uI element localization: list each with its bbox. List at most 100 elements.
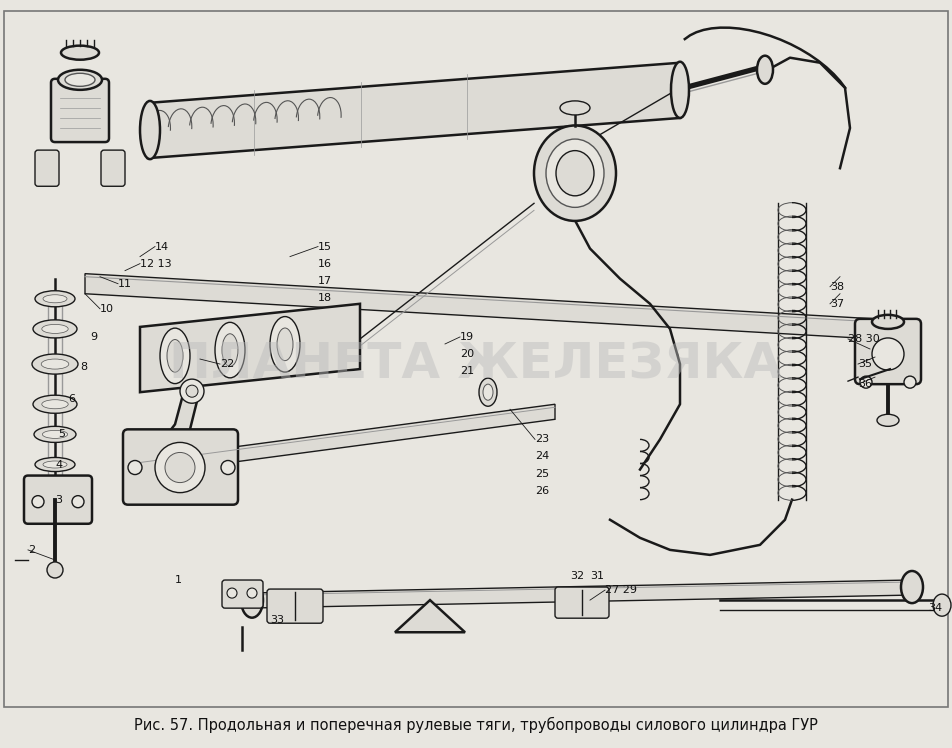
Text: 19: 19 [460, 332, 474, 342]
Circle shape [128, 461, 142, 474]
Text: 24: 24 [535, 452, 549, 462]
Ellipse shape [215, 322, 245, 378]
FancyBboxPatch shape [267, 589, 323, 623]
Ellipse shape [34, 426, 76, 442]
Text: 14: 14 [155, 242, 169, 251]
Polygon shape [245, 580, 910, 608]
Ellipse shape [43, 295, 67, 303]
Text: 38: 38 [830, 282, 844, 292]
Ellipse shape [42, 325, 69, 334]
Circle shape [72, 496, 84, 508]
Polygon shape [85, 274, 875, 339]
Text: 8: 8 [80, 362, 88, 372]
Circle shape [180, 379, 204, 403]
Circle shape [165, 453, 195, 482]
Circle shape [227, 588, 237, 598]
Text: 16: 16 [318, 259, 332, 269]
Text: 3: 3 [55, 494, 62, 505]
Text: 27 29: 27 29 [605, 585, 637, 595]
Ellipse shape [65, 73, 95, 86]
Ellipse shape [534, 126, 616, 221]
Polygon shape [140, 404, 555, 474]
Ellipse shape [877, 414, 899, 426]
Ellipse shape [33, 395, 77, 414]
Circle shape [221, 461, 235, 474]
Ellipse shape [167, 340, 183, 373]
Ellipse shape [241, 583, 263, 618]
Text: 20: 20 [460, 349, 474, 359]
Ellipse shape [757, 55, 773, 84]
FancyBboxPatch shape [35, 150, 59, 186]
Text: 2: 2 [28, 545, 35, 555]
Text: 11: 11 [118, 279, 132, 289]
FancyBboxPatch shape [51, 79, 109, 142]
FancyBboxPatch shape [101, 150, 125, 186]
Ellipse shape [546, 139, 604, 207]
Circle shape [860, 376, 872, 388]
Ellipse shape [43, 461, 67, 468]
Text: 32: 32 [570, 571, 585, 581]
Ellipse shape [41, 359, 69, 369]
Text: 6: 6 [68, 394, 75, 404]
Ellipse shape [140, 101, 160, 159]
Circle shape [904, 376, 916, 388]
Ellipse shape [277, 328, 293, 361]
FancyBboxPatch shape [24, 476, 92, 524]
Text: 34: 34 [928, 603, 942, 613]
Polygon shape [395, 600, 465, 632]
Text: 26: 26 [535, 485, 549, 496]
Text: 36: 36 [858, 379, 872, 389]
Text: 9: 9 [90, 332, 97, 342]
Text: Рис. 57. Продольная и поперечная рулевые тяги, трубопроводы силового цилиндра ГУ: Рис. 57. Продольная и поперечная рулевые… [134, 717, 818, 734]
Ellipse shape [270, 316, 300, 372]
Text: 22: 22 [220, 359, 234, 369]
Polygon shape [140, 387, 200, 474]
Ellipse shape [556, 150, 594, 196]
FancyBboxPatch shape [222, 580, 263, 608]
Ellipse shape [42, 399, 69, 408]
Ellipse shape [560, 101, 590, 115]
Ellipse shape [479, 378, 497, 406]
Text: 18: 18 [318, 292, 332, 303]
Ellipse shape [33, 320, 77, 338]
FancyBboxPatch shape [555, 587, 609, 618]
Ellipse shape [43, 430, 68, 438]
Text: ПЛАНЕТА ЖЕЛЕЗЯКА: ПЛАНЕТА ЖЕЛЕЗЯКА [169, 340, 783, 388]
Text: 17: 17 [318, 276, 332, 286]
Polygon shape [140, 304, 360, 392]
Ellipse shape [58, 70, 102, 90]
Text: 1: 1 [175, 575, 182, 585]
FancyBboxPatch shape [123, 429, 238, 505]
Ellipse shape [483, 384, 493, 400]
Circle shape [47, 562, 63, 578]
Text: 4: 4 [55, 459, 62, 470]
Ellipse shape [35, 291, 75, 307]
Text: 10: 10 [100, 304, 114, 314]
Circle shape [872, 338, 904, 370]
Text: 15: 15 [318, 242, 332, 251]
Ellipse shape [933, 594, 951, 616]
Circle shape [32, 496, 44, 508]
Text: 37: 37 [830, 298, 844, 309]
Ellipse shape [872, 315, 904, 329]
Polygon shape [148, 63, 680, 158]
Circle shape [155, 442, 205, 493]
FancyBboxPatch shape [855, 319, 921, 384]
Ellipse shape [35, 458, 75, 471]
Text: 25: 25 [535, 468, 549, 479]
Ellipse shape [222, 334, 238, 367]
Circle shape [186, 385, 198, 397]
Text: 23: 23 [535, 435, 549, 444]
Circle shape [247, 588, 257, 598]
Ellipse shape [671, 62, 689, 118]
Ellipse shape [32, 354, 78, 374]
Text: 28 30: 28 30 [848, 334, 880, 344]
Text: 33: 33 [270, 615, 284, 625]
Text: 31: 31 [590, 571, 604, 581]
Ellipse shape [61, 46, 99, 60]
Ellipse shape [160, 328, 190, 384]
Ellipse shape [901, 571, 923, 603]
Text: 5: 5 [58, 429, 65, 439]
Text: 21: 21 [460, 366, 474, 376]
Text: 35: 35 [858, 359, 872, 369]
